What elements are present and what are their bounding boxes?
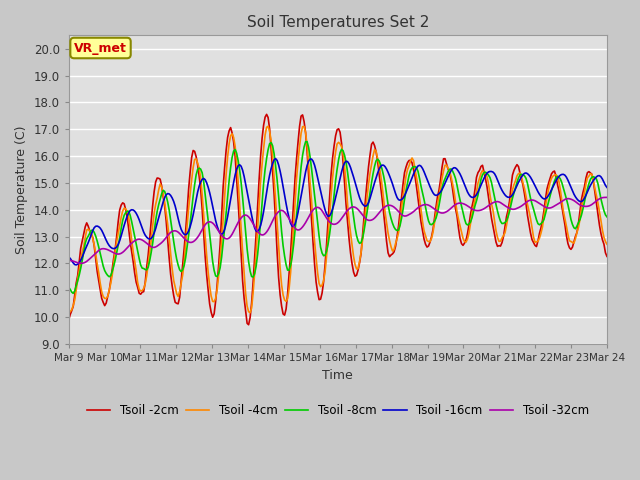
Tsoil -4cm (225, 141, 233, 146)
Tsoil -16cm (603, 184, 611, 190)
Tsoil -8cm (69, 290, 77, 296)
Tsoil -16cm (303, 163, 311, 168)
Tsoil -32cm (301, 220, 309, 226)
Tsoil -32cm (575, 201, 582, 207)
Tsoil -16cm (254, 228, 262, 234)
Tsoil -4cm (131, 258, 138, 264)
Tsoil -2cm (263, 111, 271, 117)
Tsoil -4cm (301, 130, 309, 135)
Tsoil -32cm (603, 194, 611, 200)
Tsoil -2cm (225, 128, 233, 133)
Line: Tsoil -32cm: Tsoil -32cm (68, 197, 607, 264)
Tsoil -32cm (65, 257, 72, 263)
Tsoil -32cm (77, 261, 84, 266)
Legend: Tsoil -2cm, Tsoil -4cm, Tsoil -8cm, Tsoil -16cm, Tsoil -32cm: Tsoil -2cm, Tsoil -4cm, Tsoil -8cm, Tsoi… (82, 399, 594, 421)
Tsoil -4cm (252, 249, 260, 255)
Tsoil -2cm (65, 317, 72, 323)
Tsoil -16cm (244, 197, 252, 203)
Tsoil -16cm (132, 210, 140, 216)
Tsoil -8cm (65, 284, 72, 290)
Tsoil -32cm (254, 228, 262, 234)
Tsoil -16cm (272, 156, 280, 161)
Tsoil -4cm (243, 303, 251, 309)
Tsoil -32cm (132, 237, 140, 243)
Tsoil -2cm (303, 149, 311, 155)
Tsoil -2cm (603, 253, 611, 259)
Tsoil -8cm (603, 214, 611, 220)
Tsoil -8cm (303, 139, 311, 144)
Line: Tsoil -2cm: Tsoil -2cm (68, 114, 607, 325)
Tsoil -4cm (575, 225, 582, 230)
Tsoil -32cm (227, 234, 234, 240)
X-axis label: Time: Time (323, 369, 353, 382)
Tsoil -8cm (301, 139, 309, 144)
Tsoil -4cm (65, 310, 72, 316)
Line: Tsoil -8cm: Tsoil -8cm (68, 142, 607, 293)
Tsoil -2cm (243, 321, 251, 326)
Line: Tsoil -4cm: Tsoil -4cm (68, 126, 607, 313)
Tsoil -32cm (244, 214, 252, 220)
Tsoil -8cm (132, 241, 140, 247)
Tsoil -16cm (227, 196, 234, 202)
Tsoil -8cm (576, 217, 584, 223)
Tsoil -2cm (254, 204, 262, 209)
Tsoil -8cm (244, 259, 252, 264)
Tsoil -16cm (65, 254, 72, 260)
Tsoil -2cm (576, 208, 584, 214)
Tsoil -4cm (264, 123, 272, 129)
Title: Soil Temperatures Set 2: Soil Temperatures Set 2 (246, 15, 429, 30)
Tsoil -2cm (131, 270, 138, 276)
Tsoil -2cm (244, 322, 252, 328)
Tsoil -4cm (603, 241, 611, 247)
Tsoil -16cm (72, 262, 80, 268)
Tsoil -8cm (227, 165, 234, 170)
Text: VR_met: VR_met (74, 41, 127, 55)
Y-axis label: Soil Temperature (C): Soil Temperature (C) (15, 125, 28, 254)
Tsoil -16cm (576, 199, 584, 204)
Tsoil -8cm (254, 252, 262, 257)
Line: Tsoil -16cm: Tsoil -16cm (68, 158, 607, 265)
